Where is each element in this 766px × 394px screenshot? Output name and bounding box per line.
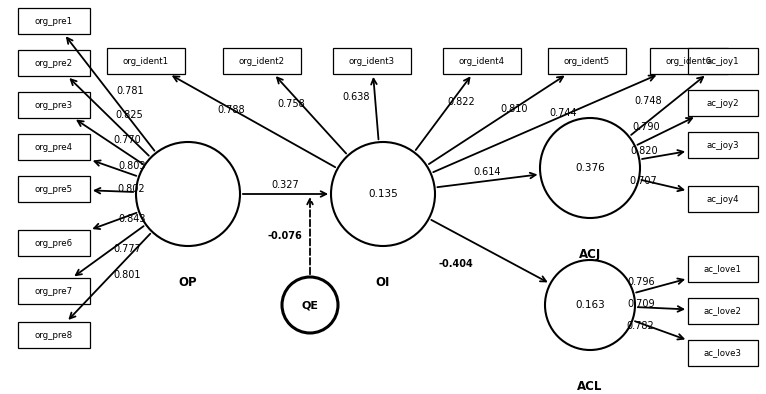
Text: 0.748: 0.748 xyxy=(634,96,662,106)
Circle shape xyxy=(136,142,240,246)
Text: 0.163: 0.163 xyxy=(575,300,605,310)
Text: QE: QE xyxy=(302,300,319,310)
FancyBboxPatch shape xyxy=(443,48,521,74)
Text: 0.638: 0.638 xyxy=(342,92,370,102)
Text: ac_love3: ac_love3 xyxy=(704,349,742,357)
Text: 0.803: 0.803 xyxy=(119,161,146,171)
Text: 0.770: 0.770 xyxy=(113,135,141,145)
Text: ac_love2: ac_love2 xyxy=(704,307,742,316)
Text: org_ident2: org_ident2 xyxy=(239,56,285,65)
Text: 0.820: 0.820 xyxy=(630,146,658,156)
FancyBboxPatch shape xyxy=(688,48,758,74)
Circle shape xyxy=(545,260,635,350)
FancyBboxPatch shape xyxy=(688,340,758,366)
FancyBboxPatch shape xyxy=(650,48,728,74)
Text: 0.843: 0.843 xyxy=(119,214,146,224)
Text: ac_joy3: ac_joy3 xyxy=(707,141,739,149)
Text: 0.744: 0.744 xyxy=(549,108,577,118)
Text: 0.777: 0.777 xyxy=(113,244,141,254)
Text: 0.825: 0.825 xyxy=(115,110,142,120)
Text: -0.404: -0.404 xyxy=(439,259,473,269)
FancyBboxPatch shape xyxy=(18,176,90,202)
Text: org_pre7: org_pre7 xyxy=(35,286,73,296)
Text: 0.135: 0.135 xyxy=(368,189,398,199)
Text: org_pre8: org_pre8 xyxy=(35,331,73,340)
Text: 0.707: 0.707 xyxy=(630,176,657,186)
Text: org_ident3: org_ident3 xyxy=(349,56,395,65)
Text: org_ident1: org_ident1 xyxy=(123,56,169,65)
Text: ac_joy4: ac_joy4 xyxy=(707,195,739,203)
Text: 0.782: 0.782 xyxy=(627,322,654,331)
Text: org_pre6: org_pre6 xyxy=(35,238,73,247)
FancyBboxPatch shape xyxy=(107,48,185,74)
FancyBboxPatch shape xyxy=(18,322,90,348)
Text: org_pre1: org_pre1 xyxy=(35,17,73,26)
FancyBboxPatch shape xyxy=(688,90,758,116)
Text: ACJ: ACJ xyxy=(579,248,601,261)
Text: 0.796: 0.796 xyxy=(627,277,655,287)
Text: ac_love1: ac_love1 xyxy=(704,264,742,273)
Text: org_pre2: org_pre2 xyxy=(35,58,73,67)
FancyBboxPatch shape xyxy=(18,230,90,256)
Text: 0.810: 0.810 xyxy=(501,104,529,114)
Text: org_ident6: org_ident6 xyxy=(666,56,712,65)
Circle shape xyxy=(331,142,435,246)
Text: 0.327: 0.327 xyxy=(272,180,300,190)
FancyBboxPatch shape xyxy=(18,134,90,160)
Text: 0.709: 0.709 xyxy=(628,299,656,309)
Text: ac_joy1: ac_joy1 xyxy=(707,56,739,65)
Text: 0.802: 0.802 xyxy=(117,184,145,194)
FancyBboxPatch shape xyxy=(333,48,411,74)
Circle shape xyxy=(540,118,640,218)
Text: 0.781: 0.781 xyxy=(116,86,144,97)
Text: 0.376: 0.376 xyxy=(575,163,605,173)
FancyBboxPatch shape xyxy=(18,278,90,304)
FancyBboxPatch shape xyxy=(18,50,90,76)
Text: org_ident5: org_ident5 xyxy=(564,56,610,65)
FancyBboxPatch shape xyxy=(18,92,90,118)
Text: 0.758: 0.758 xyxy=(277,99,305,109)
Text: 0.790: 0.790 xyxy=(632,122,660,132)
Text: org_pre3: org_pre3 xyxy=(35,100,73,110)
Text: 0.788: 0.788 xyxy=(218,105,245,115)
Text: OI: OI xyxy=(376,276,390,289)
Text: OP: OP xyxy=(178,276,198,289)
FancyBboxPatch shape xyxy=(688,186,758,212)
Text: ac_joy2: ac_joy2 xyxy=(707,98,739,108)
FancyBboxPatch shape xyxy=(688,256,758,282)
Text: -0.076: -0.076 xyxy=(267,230,302,240)
Text: 0.614: 0.614 xyxy=(473,167,501,177)
Text: 0.801: 0.801 xyxy=(113,270,141,280)
Text: org_pre4: org_pre4 xyxy=(35,143,73,152)
FancyBboxPatch shape xyxy=(688,298,758,324)
Circle shape xyxy=(282,277,338,333)
FancyBboxPatch shape xyxy=(548,48,626,74)
FancyBboxPatch shape xyxy=(18,8,90,34)
Text: ACL: ACL xyxy=(578,380,603,393)
FancyBboxPatch shape xyxy=(223,48,301,74)
Text: 0.822: 0.822 xyxy=(447,97,475,107)
Text: org_pre5: org_pre5 xyxy=(35,184,73,193)
FancyBboxPatch shape xyxy=(688,132,758,158)
Text: org_ident4: org_ident4 xyxy=(459,56,505,65)
